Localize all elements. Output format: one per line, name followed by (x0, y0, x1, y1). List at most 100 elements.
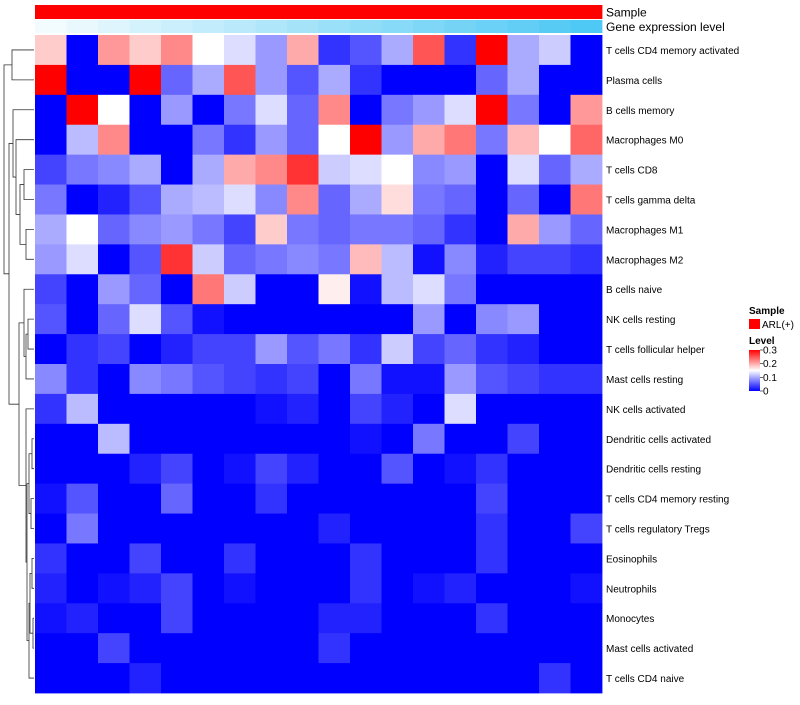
heatmap-cell (161, 274, 193, 305)
heatmap-cell (129, 393, 162, 425)
heatmap-cell (381, 663, 414, 694)
heatmap-cell (507, 543, 540, 574)
heatmap-cell (476, 513, 508, 544)
annotation-sample-cell (129, 5, 162, 19)
row-label: NK cells activated (606, 405, 685, 416)
heatmap-cell (539, 663, 571, 694)
heatmap-cell (35, 393, 67, 425)
heatmap-cell (476, 214, 508, 245)
heatmap-cell (255, 364, 288, 395)
heatmap-cell (570, 334, 603, 365)
heatmap-cell (66, 304, 99, 335)
heatmap-cell (444, 393, 477, 425)
heatmap-cell (192, 214, 225, 245)
heatmap-cell (318, 274, 351, 305)
annotation-sample-cell (35, 5, 67, 19)
annotation-sample-cell (98, 5, 130, 19)
annotation-expression-cell (539, 20, 571, 33)
row-label: Macrophages M0 (606, 136, 684, 147)
heatmap-cell (98, 393, 130, 425)
heatmap-cell (98, 543, 130, 574)
row-label: T cells follicular helper (606, 345, 705, 356)
legend-level-tick-label: 0.1 (763, 373, 777, 384)
heatmap-cell (476, 393, 508, 425)
heatmap-cell (192, 513, 225, 544)
heatmap-cell (570, 304, 603, 335)
heatmap-cell (570, 35, 603, 66)
heatmap-cell (255, 274, 288, 305)
heatmap-cell (318, 124, 351, 156)
heatmap-cell (476, 423, 508, 455)
heatmap-cell (476, 124, 508, 156)
row-label: Monocytes (606, 614, 654, 625)
heatmap-cell (444, 423, 477, 455)
heatmap-cell (192, 124, 225, 156)
heatmap-cell (444, 64, 477, 96)
heatmap-cell (255, 154, 288, 185)
annotation-expression-cell (161, 20, 193, 33)
heatmap-cell (350, 274, 382, 305)
heatmap-cell (539, 35, 571, 66)
heatmap-cell (413, 423, 445, 455)
heatmap-cell (444, 274, 477, 305)
heatmap-cell (381, 214, 414, 245)
heatmap-cell (192, 244, 225, 275)
heatmap-cell (413, 513, 445, 544)
heatmap-cell (255, 304, 288, 335)
heatmap-cell (129, 334, 162, 365)
heatmap-cell (413, 453, 445, 485)
heatmap-cell (413, 633, 445, 664)
heatmap-cell (161, 573, 193, 604)
heatmap-cell (350, 423, 382, 455)
heatmap-cell (66, 64, 99, 96)
heatmap-cell (381, 64, 414, 96)
heatmap-cell (161, 543, 193, 574)
heatmap-cell (66, 334, 99, 365)
heatmap-cell (570, 364, 603, 395)
heatmap-cell (98, 423, 130, 455)
dendrogram-branch (31, 438, 34, 470)
heatmap-cell (35, 35, 67, 66)
heatmap-cell (570, 483, 603, 514)
heatmap-cell (444, 214, 477, 245)
legend-sample-title: Sample (749, 306, 785, 317)
heatmap-cell (287, 274, 319, 305)
heatmap-cell (318, 633, 351, 664)
heatmap-cell (318, 453, 351, 485)
heatmap-cell (413, 184, 445, 215)
heatmap-cell (350, 483, 382, 514)
heatmap-cell (35, 274, 67, 305)
heatmap-cell (444, 124, 477, 156)
heatmap-cell (413, 364, 445, 395)
heatmap-cell (129, 184, 162, 215)
heatmap-cell (98, 274, 130, 305)
heatmap-cell (444, 184, 477, 215)
heatmap-cell (192, 334, 225, 365)
heatmap-cell (129, 663, 162, 694)
heatmap-cell (507, 154, 540, 185)
dendrogram-branch (28, 453, 32, 514)
heatmap-cell (476, 483, 508, 514)
annotation-sample-cell (255, 5, 288, 19)
heatmap-cell (413, 124, 445, 156)
annotation-expression-cell (381, 20, 414, 33)
heatmap-cell (350, 453, 382, 485)
heatmap-cell (476, 244, 508, 275)
annotation-expression-cell (129, 20, 162, 33)
heatmap-cell (507, 94, 540, 126)
heatmap-cell (318, 184, 351, 215)
heatmap-cell (192, 423, 225, 455)
heatmap-cell (413, 483, 445, 514)
annotation-sample-cell (476, 5, 508, 19)
row-label: B cells naive (606, 285, 663, 296)
heatmap-cell (350, 573, 382, 604)
heatmap-cell (287, 64, 319, 96)
heatmap-cell (350, 304, 382, 335)
heatmap-cell (413, 603, 445, 634)
annotation-expression-cell (413, 20, 445, 33)
heatmap-cell (539, 543, 571, 574)
heatmap-cell (287, 513, 319, 544)
heatmap-cell (318, 304, 351, 335)
heatmap-cell (381, 94, 414, 126)
heatmap-cell (381, 393, 414, 425)
